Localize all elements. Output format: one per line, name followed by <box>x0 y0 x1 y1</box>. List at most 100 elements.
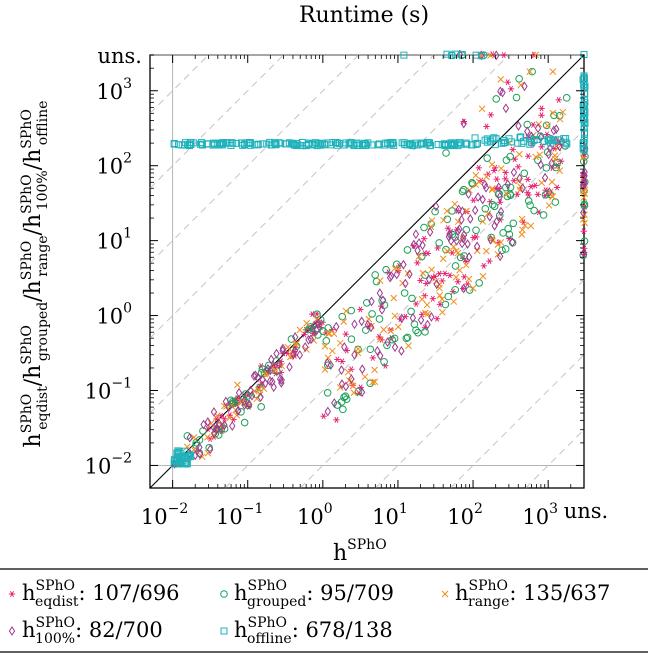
data-point-range <box>226 414 233 422</box>
data-point-range <box>472 181 480 189</box>
data-point-eqdist <box>507 85 515 92</box>
data-point-grouped <box>542 164 551 172</box>
legend-label-offline: hSPhO offline: 678/138 <box>234 615 393 647</box>
data-point-grouped <box>390 334 399 343</box>
data-point-eqdist <box>463 258 470 265</box>
data-point-100pct <box>290 349 297 360</box>
data-point-range <box>376 336 384 343</box>
data-point-range <box>551 152 559 159</box>
data-point-eqdist <box>424 250 432 257</box>
series-offline <box>170 50 589 468</box>
data-point-grouped <box>475 279 484 287</box>
data-point-grouped <box>515 74 523 83</box>
data-point-100pct <box>221 420 228 430</box>
data-point-grouped <box>313 310 321 318</box>
data-point-grouped <box>407 307 415 316</box>
svg-text:hSPhOeqdist/hSPhOgrouped/hSPhO: hSPhOeqdist/hSPhOgrouped/hSPhOrange/hSPh… <box>19 101 51 448</box>
data-point-offline <box>203 140 211 148</box>
data-point-100pct <box>359 364 366 375</box>
data-point-100pct <box>495 182 502 193</box>
data-point-range <box>391 312 399 320</box>
data-point-offline <box>198 141 206 149</box>
data-point-100pct <box>364 319 372 330</box>
data-point-grouped <box>347 335 356 344</box>
data-point-100pct <box>388 271 395 281</box>
data-point-grouped <box>534 156 542 165</box>
data-point-100pct <box>235 387 243 398</box>
data-point-eqdist <box>524 176 531 183</box>
data-point-offline <box>243 139 251 147</box>
legend-marker-range <box>441 590 449 598</box>
data-point-offline <box>518 139 526 147</box>
data-point-range <box>439 255 447 263</box>
data-point-grouped <box>382 265 390 274</box>
data-point-offline <box>457 140 465 148</box>
data-point-range <box>497 76 505 83</box>
axes: 10−2 10−2 10−1 10−1 100 100 101 101 102 102 103 103… <box>85 44 609 529</box>
data-point-grouped <box>526 201 534 210</box>
data-point-range <box>559 108 567 116</box>
data-point-grouped <box>323 389 332 397</box>
data-point-grouped <box>520 169 529 178</box>
data-point-100pct <box>502 103 510 114</box>
data-point-100pct <box>327 360 334 371</box>
data-point-range <box>519 226 526 234</box>
data-point-range <box>456 266 463 274</box>
data-point-grouped <box>459 185 468 194</box>
data-point-offline <box>580 100 588 108</box>
data-point-eqdist <box>464 281 471 288</box>
data-point-range <box>303 319 310 327</box>
data-point-offline <box>218 140 226 148</box>
data-point-range <box>536 151 544 159</box>
data-point-100pct <box>275 359 283 370</box>
data-point-range <box>344 368 352 376</box>
data-point-range <box>443 207 451 215</box>
data-point-range <box>548 178 556 186</box>
data-point-offline <box>353 141 361 149</box>
data-point-range <box>549 68 557 75</box>
data-point-range <box>549 109 557 117</box>
data-point-range <box>296 326 304 334</box>
data-point-100pct <box>376 288 384 299</box>
data-point-grouped <box>451 262 460 270</box>
data-point-range <box>369 378 377 386</box>
data-point-eqdist <box>534 191 541 198</box>
data-point-offline <box>471 134 479 142</box>
x-tick-label: 102 <box>447 501 483 529</box>
data-point-offline <box>444 140 452 148</box>
data-point-offline <box>528 139 536 147</box>
data-point-offline <box>388 139 396 147</box>
data-point-eqdist <box>441 270 449 277</box>
data-point-100pct <box>241 400 248 410</box>
data-point-100pct <box>234 406 242 417</box>
data-point-100pct <box>580 207 587 218</box>
legend-label-grouped: hSPhO grouped: 95/709 <box>234 578 394 610</box>
data-point-100pct <box>213 424 220 435</box>
data-point-100pct <box>537 159 544 170</box>
data-point-100pct <box>305 334 312 345</box>
data-point-range <box>350 389 358 397</box>
data-point-100pct <box>496 191 504 202</box>
data-point-range <box>483 247 490 255</box>
legend-item-grouped: hSPhO grouped: 95/709 <box>220 578 394 610</box>
y-tick-label: 101 <box>96 226 132 254</box>
data-point-eqdist <box>486 258 493 265</box>
data-point-100pct <box>225 402 233 413</box>
data-point-grouped <box>366 345 375 354</box>
data-point-100pct <box>338 379 346 389</box>
data-point-100pct <box>519 183 526 194</box>
data-point-eqdist <box>532 182 539 189</box>
data-point-100pct <box>338 365 345 375</box>
data-point-100pct <box>465 251 473 262</box>
data-point-100pct <box>580 171 588 182</box>
x-tick-label: 100 <box>297 501 333 529</box>
data-point-100pct <box>465 189 472 200</box>
data-point-offline <box>375 140 383 148</box>
data-point-grouped <box>451 285 460 294</box>
factor-guide <box>525 429 585 489</box>
data-point-eqdist <box>412 300 420 307</box>
data-point-grouped <box>502 156 511 164</box>
data-point-100pct <box>348 374 355 384</box>
x-tick-label: 101 <box>372 501 408 529</box>
